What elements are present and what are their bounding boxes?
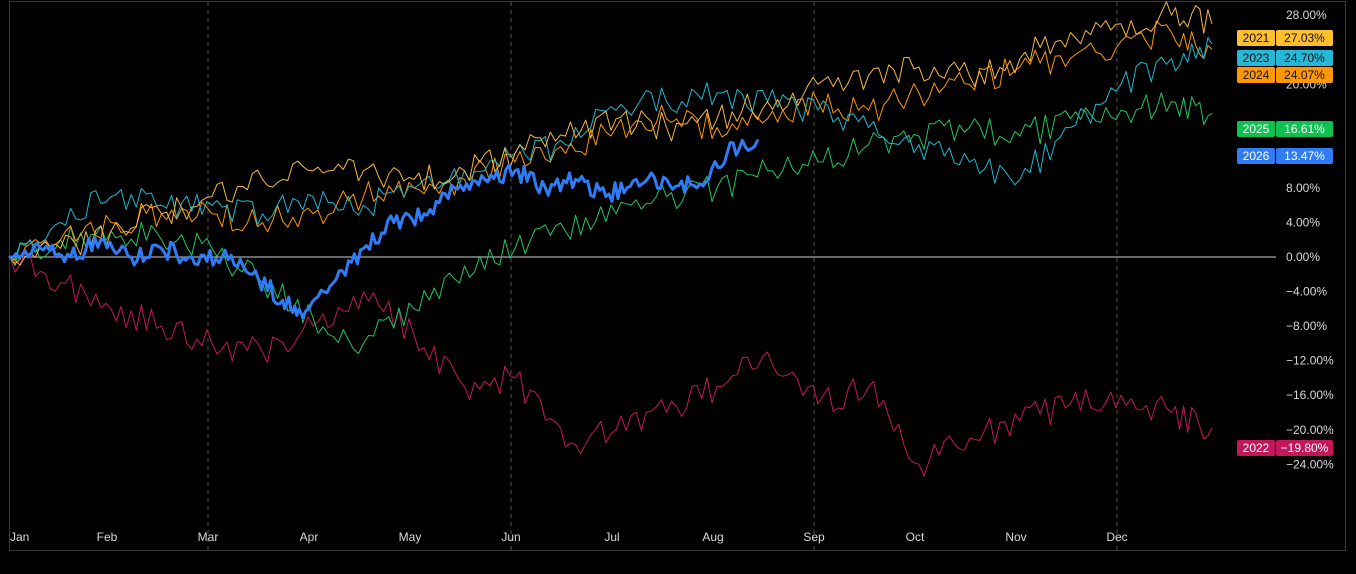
series-line-2021 xyxy=(9,1,1213,266)
legend-value-box xyxy=(1276,121,1333,137)
x-axis-ticks: Jan Feb Mar Apr May Jun Jul Aug Sep Oct Nov Dec xyxy=(10,530,1128,544)
legend-year-box xyxy=(1237,440,1275,456)
y-tick-label: 8.00% xyxy=(1286,181,1320,195)
legend-badge-2021: 2021 27.03% xyxy=(1237,30,1333,46)
legend-badge-2023: 2023 24.70% xyxy=(1237,50,1333,66)
legend-year: 2021 xyxy=(1243,31,1270,45)
legend-value-box xyxy=(1276,67,1333,83)
legend-value-box xyxy=(1276,148,1333,164)
x-tick-label-dec: Dec xyxy=(1106,530,1127,544)
y-tick-label: −4.00% xyxy=(1286,285,1327,299)
legend-value-box xyxy=(1276,50,1333,66)
x-tick-label-feb: Feb xyxy=(97,530,118,544)
x-tick-label-aug: Aug xyxy=(702,530,723,544)
legend-year-box xyxy=(1237,67,1275,83)
legend-badge-2022: 2022 −19.80% xyxy=(1237,440,1333,456)
legend-year: 2026 xyxy=(1243,149,1270,163)
legend-value-box xyxy=(1276,30,1333,46)
legend-value-box xyxy=(1276,440,1333,456)
x-tick-label-sep: Sep xyxy=(803,530,825,544)
legend-year: 2022 xyxy=(1243,441,1270,455)
legend-value: 24.07% xyxy=(1284,68,1325,82)
legend-value: 13.47% xyxy=(1284,149,1325,163)
series-layer xyxy=(8,1,1213,477)
x-tick-label-nov: Nov xyxy=(1005,530,1026,544)
y-tick-label: −12.00% xyxy=(1286,354,1334,368)
x-tick-label-jul: Jul xyxy=(604,530,619,544)
y-tick-label: 4.00% xyxy=(1286,215,1320,229)
legend-year: 2024 xyxy=(1243,68,1270,82)
series-line-2024 xyxy=(9,20,1213,265)
legend-value: 27.03% xyxy=(1284,31,1325,45)
legend-layer: 2022 −19.80% 2025 16.61% 2024 24.07% 2023 24.70… xyxy=(1237,30,1333,456)
legend-badge-2024: 2024 24.07% xyxy=(1237,67,1333,83)
series-line-2026 xyxy=(8,138,759,319)
legend-badge-2025: 2025 16.61% xyxy=(1237,121,1333,137)
x-tick-label-jun: Jun xyxy=(501,530,520,544)
y-tick-label: 0.00% xyxy=(1286,250,1320,264)
y-tick-label: −24.00% xyxy=(1286,457,1334,471)
legend-badge-2026: 2026 13.47% xyxy=(1237,148,1333,164)
x-tick-label-apr: Apr xyxy=(300,530,319,544)
x-tick-label-may: May xyxy=(399,530,422,544)
legend-year-box xyxy=(1237,121,1275,137)
y-tick-label: −8.00% xyxy=(1286,319,1327,333)
series-line-2025 xyxy=(9,92,1213,355)
legend-year-box xyxy=(1237,30,1275,46)
x-tick-label-mar: Mar xyxy=(198,530,219,544)
legend-year-box xyxy=(1237,50,1275,66)
series-line-2022 xyxy=(9,253,1213,477)
legend-value: 24.70% xyxy=(1284,51,1325,65)
series-line-2023 xyxy=(9,37,1213,261)
legend-value: 16.61% xyxy=(1284,122,1325,136)
chart-frame xyxy=(9,1,1346,551)
x-tick-label-jan: Jan xyxy=(10,530,29,544)
x-tick-label-oct: Oct xyxy=(906,530,925,544)
legend-value: −19.80% xyxy=(1281,441,1329,455)
legend-year: 2023 xyxy=(1243,51,1270,65)
y-tick-label: 28.00% xyxy=(1286,8,1327,22)
legend-year: 2025 xyxy=(1243,122,1270,136)
legend-year-box xyxy=(1237,148,1275,164)
y-tick-label: −20.00% xyxy=(1286,423,1334,437)
y-tick-label: −16.00% xyxy=(1286,388,1334,402)
